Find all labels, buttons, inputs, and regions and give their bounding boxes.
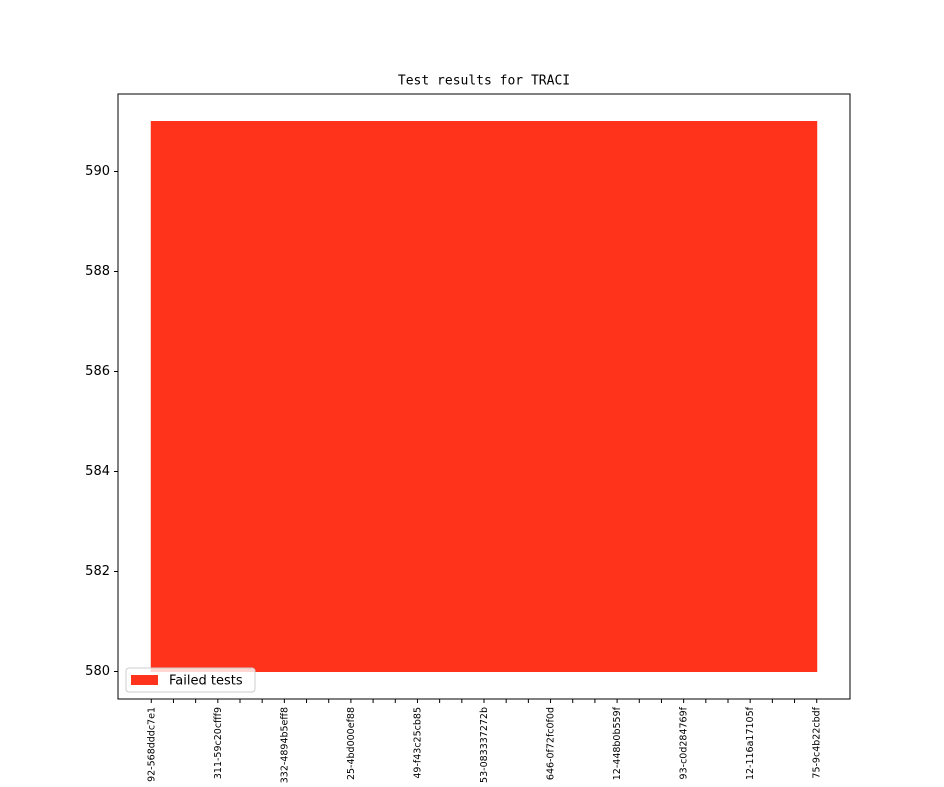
x-tick-label: 53-083337272b <box>479 707 490 783</box>
x-tick-label: 25-4bd000ef88 <box>346 707 357 780</box>
chart-title: Test results for TRACI <box>398 74 570 89</box>
x-tick-label: 332-4894b5eff8 <box>279 707 290 783</box>
y-tick-label: 582 <box>85 564 110 579</box>
x-tick-label: 311-59c20cfff9 <box>213 707 224 779</box>
legend-swatch <box>131 675 158 685</box>
y-tick-label: 584 <box>85 464 110 479</box>
x-tick-label: 49-f43c25cb85 <box>412 707 423 779</box>
plot-frame <box>117 93 851 700</box>
y-tick-label: 590 <box>85 164 110 179</box>
x-tick-label: 75-9c4b22cbdf <box>812 706 823 778</box>
legend-label: Failed tests <box>169 674 243 689</box>
x-tick-label: 92-568dddc7e1 <box>146 707 157 782</box>
x-tick-label: 93-c0d284769f <box>679 706 690 779</box>
legend-box <box>125 667 256 693</box>
y-tick-label: 586 <box>85 364 110 379</box>
x-tick-label: 12-116a17105f <box>745 706 756 780</box>
legend: Failed tests <box>125 667 256 693</box>
area <box>150 121 818 672</box>
x-tick-label: 646-0f72fc0f0d <box>546 707 557 780</box>
x-tick-label: 12-448b0b559f <box>612 706 623 780</box>
y-tick-label: 580 <box>85 664 110 679</box>
y-tick-label: 588 <box>85 264 110 279</box>
